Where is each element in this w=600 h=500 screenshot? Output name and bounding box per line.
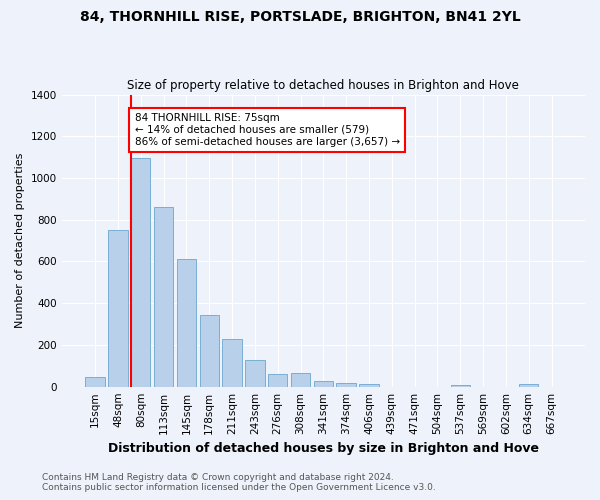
Text: Contains HM Land Registry data © Crown copyright and database right 2024.: Contains HM Land Registry data © Crown c… [42,474,394,482]
Bar [245,360,265,386]
Y-axis label: Number of detached properties: Number of detached properties [15,153,25,328]
Bar [154,207,173,386]
Bar [200,314,219,386]
Bar [359,384,379,386]
Bar [131,158,151,386]
Bar [451,384,470,386]
Bar [85,377,105,386]
Bar [223,338,242,386]
Title: Size of property relative to detached houses in Brighton and Hove: Size of property relative to detached ho… [127,79,519,92]
Text: Contains public sector information licensed under the Open Government Licence v3: Contains public sector information licen… [42,484,436,492]
Bar [519,384,538,386]
Bar [268,374,287,386]
Bar [314,381,333,386]
Text: 84 THORNHILL RISE: 75sqm
← 14% of detached houses are smaller (579)
86% of semi-: 84 THORNHILL RISE: 75sqm ← 14% of detach… [134,114,400,146]
Bar [337,382,356,386]
Bar [177,260,196,386]
Bar [108,230,128,386]
X-axis label: Distribution of detached houses by size in Brighton and Hove: Distribution of detached houses by size … [108,442,539,455]
Text: 84, THORNHILL RISE, PORTSLADE, BRIGHTON, BN41 2YL: 84, THORNHILL RISE, PORTSLADE, BRIGHTON,… [80,10,520,24]
Bar [291,373,310,386]
